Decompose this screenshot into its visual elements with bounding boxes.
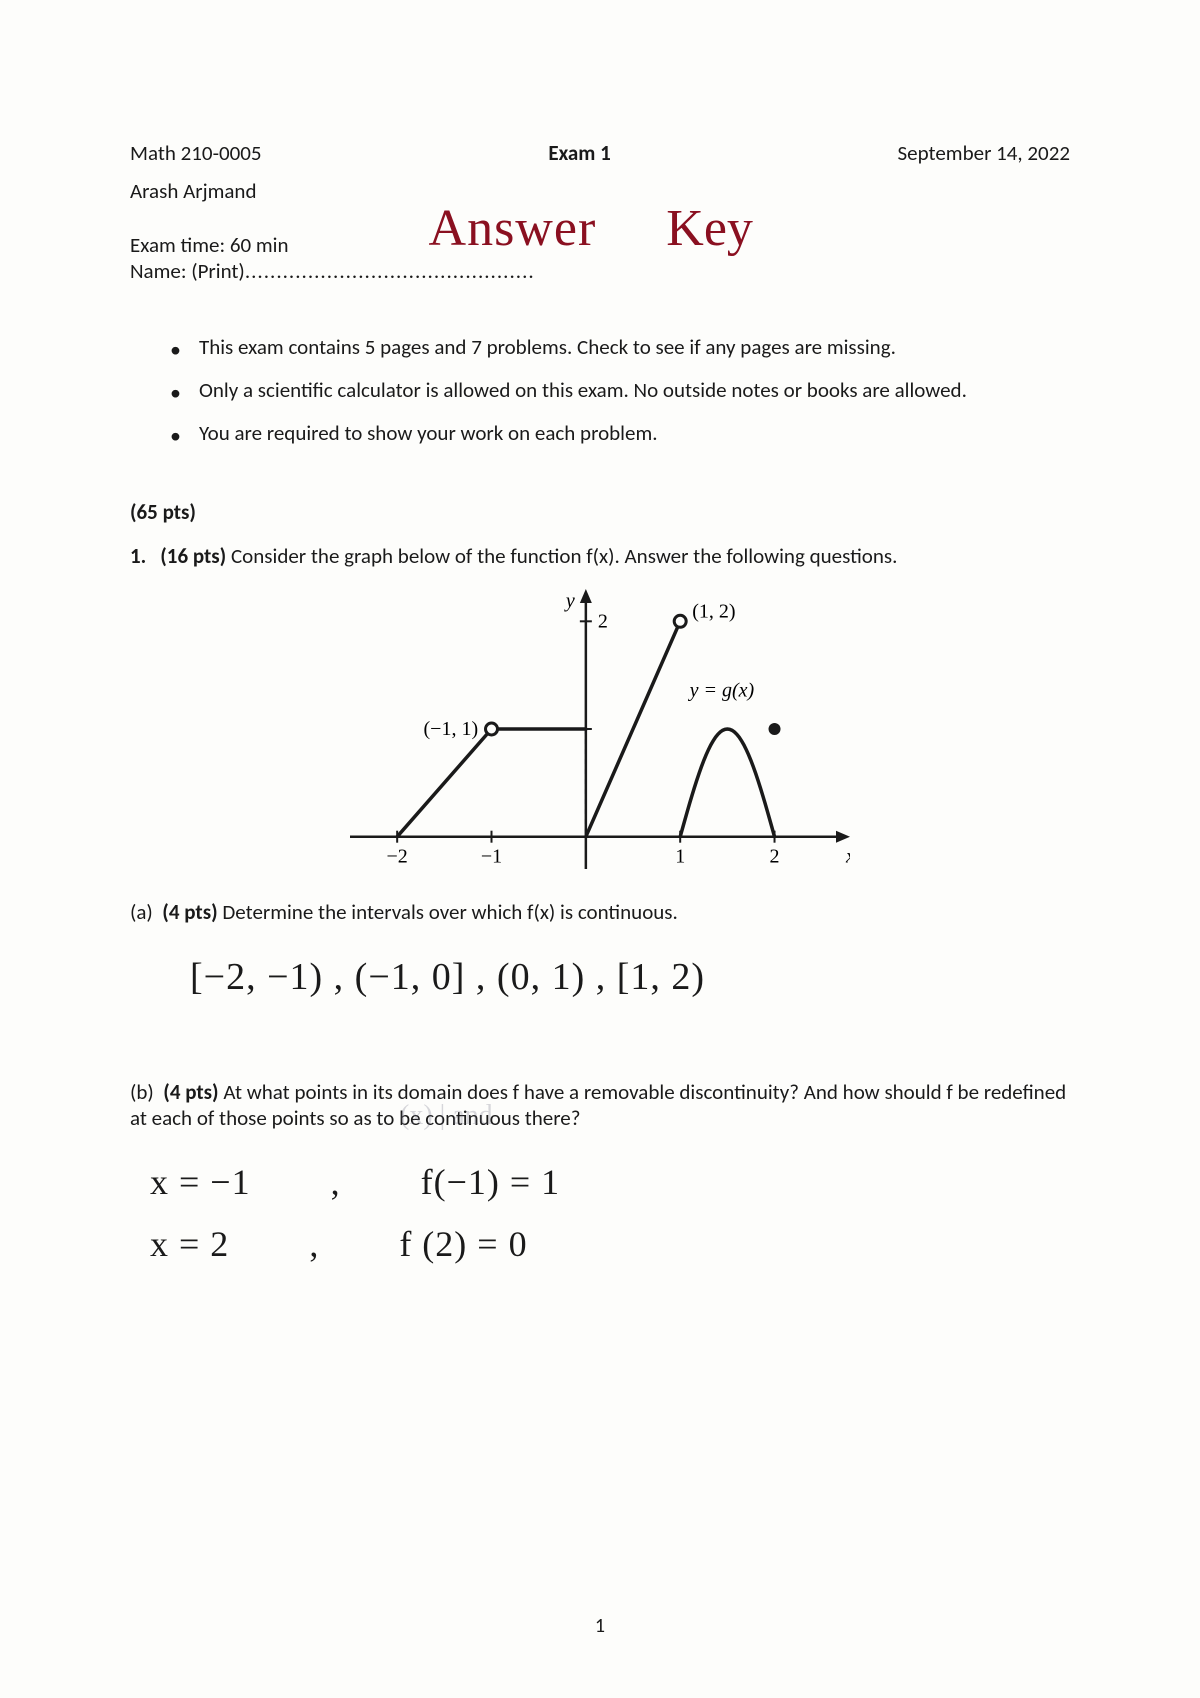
qb-ans-l1a: x = −1 (150, 1161, 251, 1203)
instructor: Arash Arjmand (130, 178, 1070, 204)
qa-answer: [−2, −1) , (−1, 0] , (0, 1) , [1, 2) (190, 955, 1070, 999)
qb-ans-l1b: f(−1) = 1 (421, 1161, 561, 1203)
name-row: Name: (Print)...........................… (130, 258, 1070, 284)
exam-time: Exam time: 60 min (130, 232, 289, 258)
svg-text:y = g(x): y = g(x) (688, 680, 755, 702)
svg-text:1: 1 (675, 846, 685, 868)
qb-text: At what points in its domain does f have… (130, 1079, 1066, 1131)
bullet-item: • Only a scientific calculator is allowe… (170, 377, 1070, 406)
qb-label: (b) (130, 1079, 154, 1105)
total-points: (65 pts) (130, 499, 1070, 525)
q1-pts: (16 pts) (160, 543, 226, 569)
bullet-icon: • (170, 422, 181, 449)
question-1a: (a) (4 pts) Determine the intervals over… (130, 899, 1070, 925)
name-label: Name: (Print) (130, 258, 245, 284)
qb-ans-l2a: x = 2 (150, 1223, 229, 1265)
faint-marks: (x) | and (400, 1100, 493, 1132)
page-number: 1 (595, 1614, 605, 1638)
function-graph: −2 −1 1 2 2 x y (1, 2) (−1, 1) y = g(x) (350, 589, 850, 869)
svg-text:(1, 2): (1, 2) (692, 600, 735, 622)
name-dots: ........................................… (245, 258, 535, 284)
instruction-bullets: • This exam contains 5 pages and 7 probl… (170, 334, 1070, 449)
svg-text:(−1, 1): (−1, 1) (424, 718, 479, 740)
svg-text:2: 2 (598, 610, 608, 632)
svg-text:x: x (845, 846, 850, 868)
bullet-text: Only a scientific calculator is allowed … (199, 377, 967, 403)
bullet-text: You are required to show your work on ea… (199, 420, 658, 446)
bullet-text: This exam contains 5 pages and 7 problem… (199, 334, 896, 360)
exam-date: September 14, 2022 (898, 140, 1070, 166)
graph-container: −2 −1 1 2 2 x y (1, 2) (−1, 1) y = g(x) (130, 589, 1070, 869)
question-1b: (b) (4 pts) At what points in its domain… (130, 1079, 1070, 1131)
q1-body: Consider the graph below of the function… (231, 543, 897, 569)
q1-text: (16 pts) Consider the graph below of the… (160, 543, 897, 569)
header-row: Math 210-0005 Exam 1 September 14, 2022 (130, 140, 1070, 166)
qb-row2: x = 2 , f (2) = 0 (130, 1223, 1070, 1265)
qb-answer-block: x = −1 , f(−1) = 1 x = 2 , f (2) = 0 (130, 1161, 1070, 1265)
bullet-icon: • (170, 336, 181, 363)
handwritten-key: Key (666, 199, 753, 258)
qb-comma: , (331, 1161, 341, 1203)
svg-text:−1: −1 (481, 846, 502, 868)
q1-number: 1. (130, 543, 146, 569)
qa-answer-block: [−2, −1) , (−1, 0] , (0, 1) , [1, 2) (130, 955, 1070, 999)
qb-pts: (4 pts) (163, 1079, 218, 1105)
bullet-item: • You are required to show your work on … (170, 420, 1070, 449)
bullet-item: • This exam contains 5 pages and 7 probl… (170, 334, 1070, 363)
qa-pts: (4 pts) (162, 899, 217, 925)
svg-text:2: 2 (770, 846, 780, 868)
question-1: 1. (16 pts) Consider the graph below of … (130, 543, 1070, 569)
qb-row1: x = −1 , f(−1) = 1 (130, 1161, 1070, 1203)
svg-text:y: y (564, 590, 575, 612)
exam-title: Exam 1 (548, 140, 610, 166)
handwritten-answer: Answer (429, 199, 597, 258)
qb-comma2: , (309, 1223, 319, 1265)
exam-time-row: Exam time: 60 min Answer Key (130, 214, 1070, 258)
qa-text: Determine the intervals over which f(x) … (222, 899, 677, 925)
bullet-icon: • (170, 379, 181, 406)
svg-text:−2: −2 (387, 846, 408, 868)
qb-ans-l2b: f (2) = 0 (399, 1223, 527, 1265)
course-code: Math 210-0005 (130, 140, 262, 166)
qa-label: (a) (130, 899, 153, 925)
